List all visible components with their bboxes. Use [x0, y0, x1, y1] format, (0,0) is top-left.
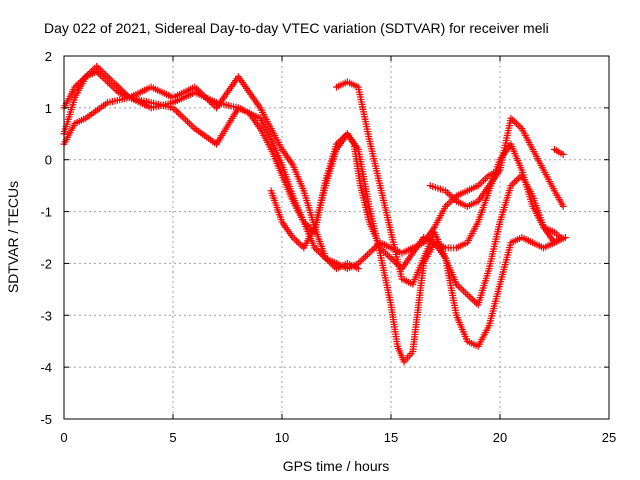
data-point: [461, 289, 469, 297]
y-tick-label: -2: [40, 256, 52, 271]
data-point: [369, 246, 377, 254]
data-point: [559, 151, 567, 159]
data-point: [104, 73, 112, 81]
y-tick-label: -5: [40, 412, 52, 427]
data-point: [460, 287, 468, 295]
data-point: [385, 253, 393, 261]
data-point: [471, 297, 479, 305]
data-point: [469, 296, 477, 304]
data-point: [362, 253, 370, 261]
series-track-6: [426, 114, 567, 210]
data-point: [456, 284, 464, 292]
y-tick-label: 0: [45, 153, 52, 168]
data-point: [387, 254, 395, 262]
data-series: [60, 62, 569, 366]
data-point: [187, 121, 195, 129]
data-point: [458, 285, 466, 293]
series-track-7: [551, 145, 567, 159]
data-point: [174, 109, 182, 117]
data-point: [511, 178, 519, 186]
data-point: [100, 69, 108, 77]
x-axis-label: GPS time / hours: [283, 458, 390, 474]
y-axis-label: SDTVAR / TECUs: [5, 181, 21, 293]
data-point: [293, 237, 301, 245]
chart-title: Day 022 of 2021, Sidereal Day-to-day VTE…: [44, 20, 549, 36]
data-point: [176, 111, 184, 119]
data-point: [465, 292, 473, 300]
x-tick-label: 10: [275, 430, 289, 445]
data-point: [291, 235, 299, 243]
data-point: [182, 116, 190, 124]
plot-frame: [63, 55, 610, 420]
grid: [64, 56, 609, 419]
data-point: [360, 254, 368, 262]
data-point: [447, 192, 455, 200]
series-track-5: [333, 78, 565, 309]
data-point: [383, 251, 391, 259]
x-tick-label: 20: [493, 430, 507, 445]
data-point: [113, 81, 121, 89]
data-point: [102, 71, 110, 79]
data-point: [480, 176, 488, 184]
data-point: [481, 175, 489, 183]
y-tick-label: 1: [45, 101, 52, 116]
data-point: [185, 119, 193, 127]
data-point: [389, 256, 397, 264]
data-point: [363, 251, 371, 259]
data-point: [367, 247, 375, 255]
data-point: [296, 240, 304, 248]
data-point: [445, 199, 453, 207]
series-track-4: [267, 130, 569, 366]
data-point: [365, 249, 373, 257]
data-point: [514, 175, 522, 183]
x-tick-label: 0: [60, 430, 67, 445]
data-point: [173, 107, 181, 115]
data-point: [512, 176, 520, 184]
data-point: [178, 113, 186, 120]
data-point: [189, 123, 197, 131]
data-point: [467, 294, 475, 302]
axis-ticks: 0 5 10 15 20 25 -5 -4 -3 -2 -1 0 1 2: [40, 49, 616, 445]
data-point: [514, 121, 522, 129]
x-tick-label: 5: [169, 430, 176, 445]
data-point: [105, 74, 113, 82]
data-point: [511, 118, 519, 126]
data-point: [93, 62, 101, 70]
data-point: [115, 83, 122, 91]
data-point: [107, 76, 115, 84]
data-point: [463, 291, 471, 299]
data-point: [559, 202, 567, 210]
data-point: [358, 256, 366, 264]
x-tick-label: 25: [602, 430, 616, 445]
x-tick-label: 15: [384, 430, 398, 445]
data-point: [294, 239, 302, 247]
y-tick-label: -4: [40, 360, 52, 375]
data-point: [478, 178, 486, 186]
data-point: [109, 78, 117, 86]
data-point: [557, 234, 565, 241]
y-tick-label: 2: [45, 49, 52, 64]
data-point: [95, 64, 103, 72]
data-point: [180, 114, 188, 122]
data-point: [184, 118, 192, 126]
data-point: [512, 119, 520, 127]
data-point: [445, 190, 453, 198]
data-point: [98, 68, 106, 76]
y-tick-label: -1: [40, 205, 52, 220]
y-tick-label: -3: [40, 308, 52, 323]
data-point: [111, 80, 119, 88]
